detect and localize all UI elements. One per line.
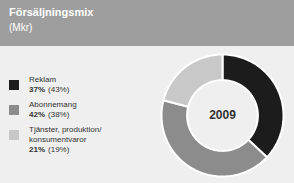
html-text:42% (38%): 42% (38%) — [29, 109, 70, 119]
html-text:Tjänster, produktion/: Tjänster, produktion/ — [29, 124, 102, 134]
svg-text:2009: 2009 — [209, 108, 236, 122]
html-text:21% (19%): 21% (19%) — [29, 144, 70, 154]
html-text:Abonnemang: Abonnemang — [29, 99, 77, 109]
html-text:konsumentvaror: konsumentvaror — [29, 134, 87, 144]
html-text:(Mkr): (Mkr) — [9, 22, 33, 33]
html-text:37% (43%): 37% (43%) — [29, 84, 70, 94]
html-text:Reklam: Reklam — [29, 74, 57, 84]
html-text:Försäljningsmix: Försäljningsmix — [9, 6, 94, 18]
